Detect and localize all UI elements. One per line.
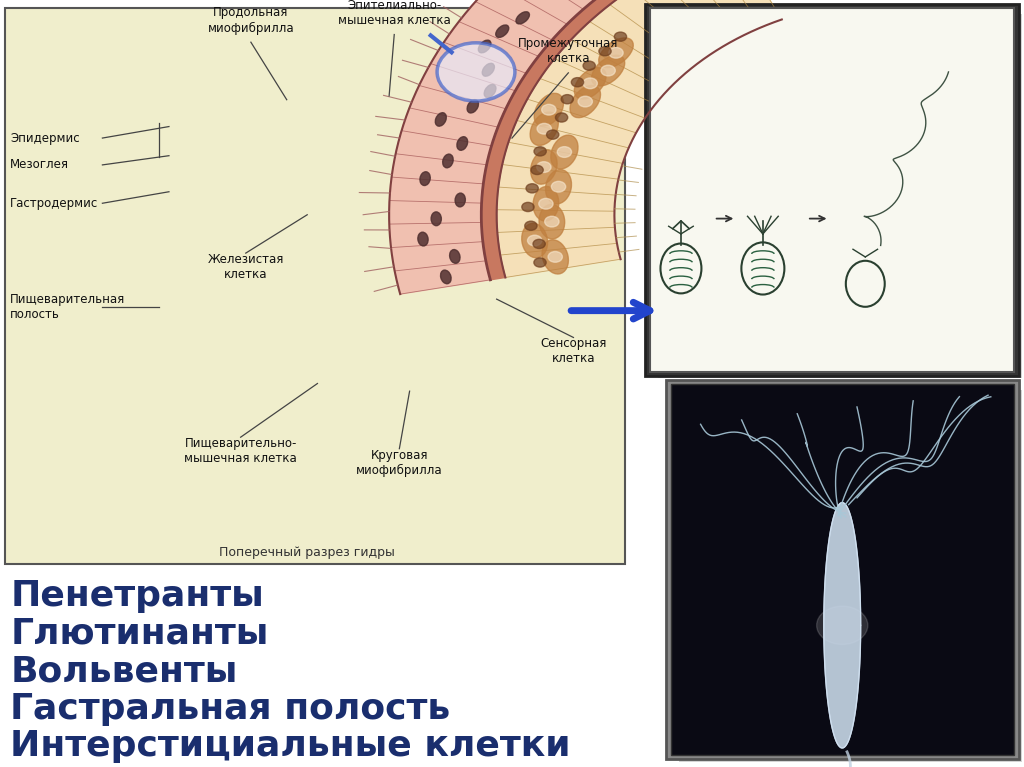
Ellipse shape [570,85,600,117]
Bar [5,8,625,564]
Circle shape [534,258,546,267]
Text: Железистая
клетка: Железистая клетка [208,253,284,281]
Bar [645,4,1019,376]
Ellipse shape [467,100,478,113]
Circle shape [524,221,537,230]
Circle shape [527,235,542,246]
Circle shape [571,77,584,87]
Ellipse shape [546,170,571,204]
Ellipse shape [599,38,633,67]
Text: Круговая
миофибрилла: Круговая миофибрилла [356,449,442,477]
Circle shape [526,184,539,193]
Ellipse shape [539,204,564,239]
Circle shape [561,94,573,104]
Circle shape [599,47,611,56]
Circle shape [537,162,551,173]
Ellipse shape [530,112,558,146]
Circle shape [614,32,627,41]
Text: Пенетранты: Пенетранты [10,579,264,613]
Ellipse shape [534,186,559,221]
Bar [650,8,1014,372]
Bar [671,384,1014,755]
Ellipse shape [440,270,452,284]
Circle shape [555,113,567,122]
Polygon shape [481,0,733,280]
Circle shape [545,216,559,227]
Ellipse shape [592,55,625,86]
Text: Интерстициальные клетки: Интерстициальные клетки [10,729,570,763]
Circle shape [534,239,546,249]
Circle shape [437,43,515,101]
Ellipse shape [478,40,490,53]
Circle shape [551,181,565,192]
Circle shape [601,65,615,76]
Ellipse shape [551,135,578,169]
Ellipse shape [431,212,441,225]
Ellipse shape [496,25,509,38]
Circle shape [583,78,597,89]
Text: Промежуточная
клетка: Промежуточная клетка [518,37,618,65]
Text: Сенсорная
клетка: Сенсорная клетка [541,337,606,366]
Circle shape [534,146,546,156]
Text: Мезоглея: Мезоглея [10,159,70,171]
Text: Гастральная полость: Гастральная полость [10,692,451,726]
Ellipse shape [457,137,468,150]
Circle shape [539,199,553,209]
Text: Пищеварительно-
мышечная клетка: Пищеварительно- мышечная клетка [184,437,297,466]
Circle shape [579,96,593,107]
Bar [666,380,1019,759]
Text: Гастродермис: Гастродермис [10,197,98,209]
Circle shape [537,123,551,134]
Circle shape [609,48,624,58]
Circle shape [583,61,595,71]
Ellipse shape [435,113,446,127]
Circle shape [522,202,535,212]
Ellipse shape [442,154,454,168]
Ellipse shape [482,64,495,76]
Text: Пищеварительная
полость: Пищеварительная полость [10,293,126,321]
Ellipse shape [420,172,430,186]
Ellipse shape [522,223,548,258]
Ellipse shape [574,67,606,99]
Circle shape [548,252,562,262]
Ellipse shape [418,232,428,246]
Circle shape [547,130,559,140]
Text: Поперечный разрез гидры: Поперечный разрез гидры [219,546,395,558]
Ellipse shape [530,150,557,184]
Ellipse shape [450,249,460,263]
Text: Продольная
миофибрилла: Продольная миофибрилла [208,6,294,35]
Bar [679,390,1022,762]
Polygon shape [389,0,726,294]
Polygon shape [824,502,860,748]
Ellipse shape [516,12,529,24]
Text: Вольвенты: Вольвенты [10,654,238,688]
Ellipse shape [455,193,465,207]
Circle shape [542,104,556,115]
Polygon shape [497,0,781,278]
Text: Эпителиально-
мышечная клетка: Эпителиально- мышечная клетка [338,0,451,27]
Bar [658,14,1022,378]
Ellipse shape [484,84,496,97]
Circle shape [817,606,868,644]
Circle shape [531,166,544,175]
Circle shape [557,146,571,157]
Ellipse shape [535,94,563,126]
Ellipse shape [542,240,568,274]
Text: Глютинанты: Глютинанты [10,617,268,650]
Text: Эпидермис: Эпидермис [10,132,80,144]
